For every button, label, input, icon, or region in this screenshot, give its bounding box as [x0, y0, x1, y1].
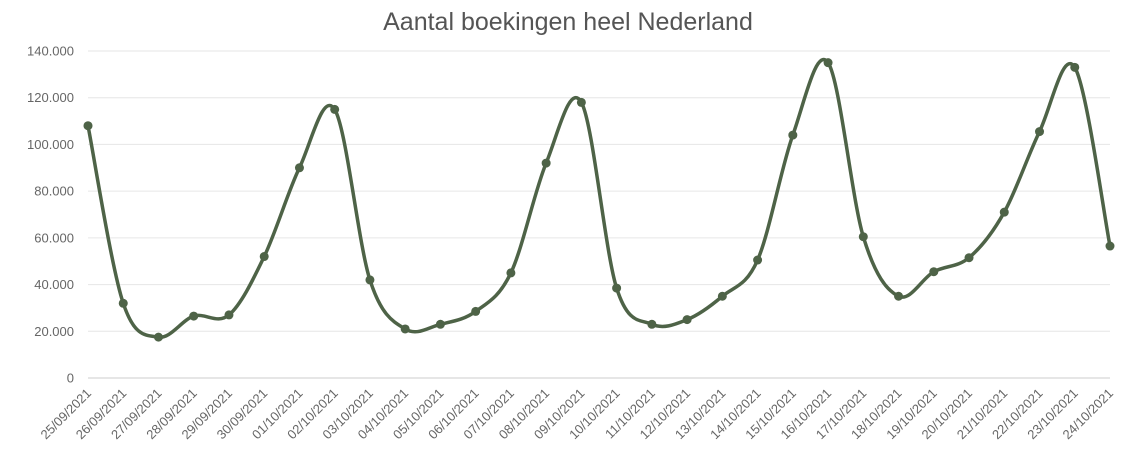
x-axis-ticks: 25/09/202126/09/202127/09/202128/09/2021… — [37, 386, 1116, 443]
data-point — [1035, 127, 1045, 137]
data-point — [83, 121, 93, 131]
y-tick-label: 140.000 — [27, 44, 74, 59]
data-point — [858, 232, 868, 242]
data-point — [294, 163, 304, 173]
data-point — [259, 252, 269, 262]
data-point — [647, 319, 657, 329]
y-tick-label: 80.000 — [34, 184, 74, 199]
point-layer — [83, 58, 1115, 342]
data-point — [330, 104, 340, 114]
series-layer — [86, 58, 1112, 339]
data-point — [118, 298, 128, 308]
data-point — [894, 291, 904, 301]
y-tick-label: 120.000 — [27, 90, 74, 105]
data-point — [717, 291, 727, 301]
data-point — [189, 311, 199, 321]
y-tick-label: 40.000 — [34, 277, 74, 292]
chart-title: Aantal boekingen heel Nederland — [383, 8, 753, 36]
series-line — [86, 58, 1112, 339]
data-point — [224, 310, 234, 320]
data-point — [999, 207, 1009, 217]
data-point — [964, 253, 974, 263]
data-point — [1070, 62, 1080, 72]
data-point — [823, 58, 833, 68]
gridlines — [88, 50, 1110, 379]
data-point — [612, 283, 622, 293]
y-tick-label: 0 — [67, 371, 74, 386]
data-point — [365, 275, 375, 285]
y-tick-label: 20.000 — [34, 324, 74, 339]
data-point — [929, 267, 939, 277]
data-point — [682, 315, 692, 325]
data-point — [788, 130, 798, 140]
data-point — [400, 324, 410, 334]
y-axis-ticks: 0 20.000 40.000 60.000 80.000 100.000 120.000 1… — [27, 44, 74, 386]
y-tick-label: 100.000 — [27, 137, 74, 152]
data-point — [435, 319, 445, 329]
y-tick-label: 60.000 — [34, 230, 74, 245]
data-point — [576, 97, 586, 107]
data-point — [541, 158, 551, 168]
data-point — [506, 268, 516, 278]
data-point — [153, 332, 163, 342]
data-point — [753, 255, 763, 265]
data-point — [1105, 241, 1115, 251]
data-point — [471, 306, 481, 316]
